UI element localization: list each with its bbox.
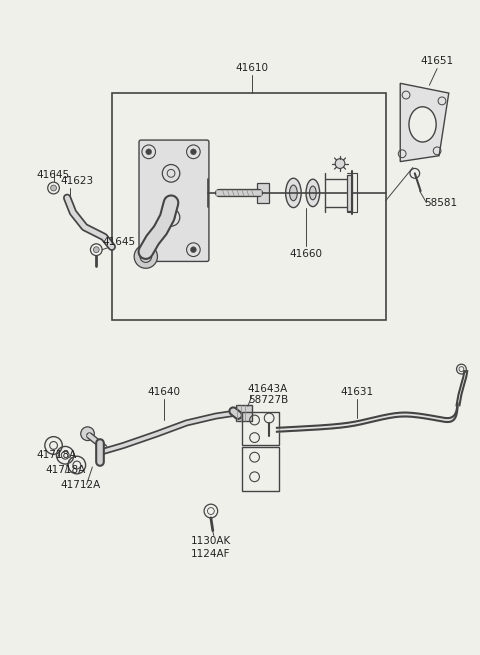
Text: 58581: 58581: [424, 198, 457, 208]
Text: 41712A: 41712A: [60, 479, 101, 489]
Bar: [236, 405, 252, 421]
Text: 41651: 41651: [420, 56, 454, 66]
Ellipse shape: [286, 178, 301, 208]
Text: 41643A: 41643A: [248, 384, 288, 394]
Circle shape: [335, 159, 345, 168]
Text: 41640: 41640: [148, 386, 181, 397]
FancyBboxPatch shape: [139, 140, 209, 261]
Text: 58727B: 58727B: [248, 396, 288, 405]
Text: 41631: 41631: [340, 386, 373, 397]
Ellipse shape: [306, 179, 320, 206]
Text: 41718A: 41718A: [36, 450, 76, 460]
Ellipse shape: [310, 186, 316, 200]
Circle shape: [146, 149, 152, 155]
Circle shape: [51, 185, 57, 191]
Bar: [347, 176, 352, 210]
Text: 1124AF: 1124AF: [191, 549, 230, 559]
Circle shape: [146, 247, 152, 253]
Ellipse shape: [289, 185, 297, 200]
Text: 41718A: 41718A: [46, 465, 86, 475]
Bar: [112, 93, 385, 320]
Text: 41645: 41645: [102, 237, 135, 247]
Text: 41610: 41610: [235, 63, 268, 73]
Circle shape: [94, 247, 99, 253]
Bar: [257, 183, 269, 202]
Text: 41645: 41645: [36, 170, 69, 180]
Circle shape: [134, 245, 157, 269]
Ellipse shape: [409, 107, 436, 142]
Circle shape: [191, 247, 196, 253]
Text: 41660: 41660: [289, 249, 323, 259]
Polygon shape: [400, 83, 449, 162]
Text: 41623: 41623: [60, 176, 94, 186]
Circle shape: [191, 149, 196, 155]
Circle shape: [81, 427, 95, 441]
Text: 1130AK: 1130AK: [191, 536, 231, 546]
